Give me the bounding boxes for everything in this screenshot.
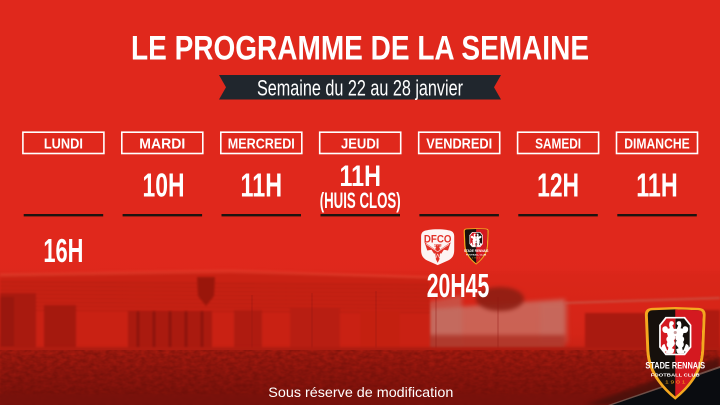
svg-text:Sous réserve de modification: Sous réserve de modification bbox=[268, 385, 453, 400]
svg-text:VENDREDI: VENDREDI bbox=[426, 136, 492, 152]
svg-text:16H: 16H bbox=[43, 232, 83, 269]
svg-text:11H: 11H bbox=[636, 168, 678, 205]
svg-text:11H: 11H bbox=[241, 168, 283, 205]
svg-text:Semaine du 22 au 28 janvier: Semaine du 22 au 28 janvier bbox=[257, 75, 463, 100]
svg-text:11H: 11H bbox=[339, 160, 381, 193]
svg-text:DIMANCHE: DIMANCHE bbox=[624, 136, 690, 152]
svg-text:1998: 1998 bbox=[434, 243, 442, 247]
svg-text:12H: 12H bbox=[537, 168, 579, 205]
svg-text:LE PROGRAMME DE LA SEMAINE: LE PROGRAMME DE LA SEMAINE bbox=[131, 30, 589, 68]
svg-text:MERCREDI: MERCREDI bbox=[228, 136, 295, 152]
svg-text:SAMEDI: SAMEDI bbox=[535, 136, 581, 152]
svg-text:JEUDI: JEUDI bbox=[341, 136, 380, 152]
svg-text:DFCO: DFCO bbox=[424, 233, 452, 245]
svg-text:(HUIS CLOS): (HUIS CLOS) bbox=[320, 188, 401, 213]
svg-text:10H: 10H bbox=[143, 168, 185, 205]
svg-text:MARDI: MARDI bbox=[139, 136, 185, 152]
svg-text:LUNDI: LUNDI bbox=[44, 136, 83, 152]
svg-text:20H45: 20H45 bbox=[427, 268, 490, 305]
